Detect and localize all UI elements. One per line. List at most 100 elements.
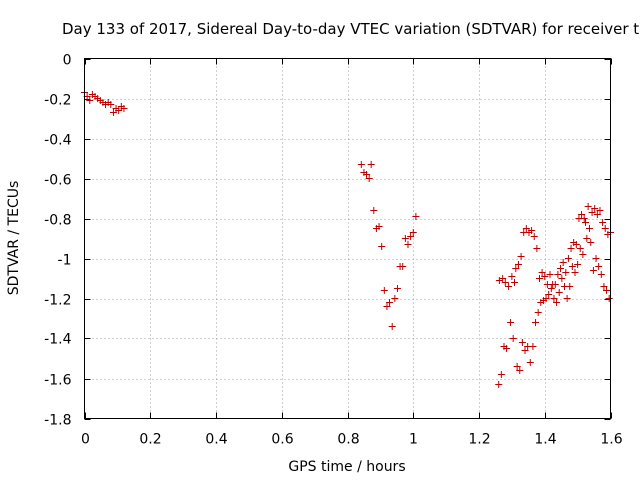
- data-point: [533, 245, 541, 252]
- data-point: [530, 233, 538, 240]
- data-point: [599, 219, 607, 226]
- data-point: [522, 225, 530, 232]
- tick-labels: 0 0.2 0.4 0.6 0.8 1 1.2 1.4 1.6 0 -0.2 -0.4 -0.6 -0.8…: [44, 53, 623, 448]
- data-point: [550, 295, 558, 302]
- data-point: [535, 275, 543, 282]
- data-point: [499, 275, 507, 282]
- x-tick-label: 0: [81, 432, 90, 448]
- data-point: [529, 343, 537, 350]
- data-point: [574, 261, 582, 268]
- y-tick-label: -0.2: [44, 93, 71, 109]
- x-tick-label: 0.4: [205, 432, 227, 448]
- data-point: [407, 233, 415, 240]
- data-point: [357, 161, 365, 168]
- x-tick-label: 0.8: [337, 432, 359, 448]
- x-tick-label: 1.6: [600, 432, 622, 448]
- data-point: [378, 243, 386, 250]
- data-point: [115, 107, 123, 114]
- data-point: [370, 207, 378, 214]
- data-point: [495, 381, 503, 388]
- data-point: [508, 273, 516, 280]
- data-point: [512, 265, 520, 272]
- data-point: [497, 371, 505, 378]
- data-point: [572, 241, 580, 248]
- data-point: [566, 283, 574, 290]
- x-tick-label: 0.6: [271, 432, 293, 448]
- axis-ticks: [84, 58, 612, 420]
- data-point: [551, 281, 559, 288]
- plot-frame: [84, 58, 611, 419]
- data-point: [597, 271, 605, 278]
- data-point: [388, 323, 396, 330]
- data-point: [558, 275, 566, 282]
- data-point: [509, 335, 517, 342]
- data-point: [538, 269, 546, 276]
- data-point: [507, 319, 515, 326]
- data-point: [401, 235, 409, 242]
- data-point: [380, 287, 388, 294]
- data-point: [587, 239, 595, 246]
- x-tick-label: 1.2: [468, 432, 490, 448]
- data-point: [568, 263, 576, 270]
- y-tick-label: -1.6: [44, 373, 71, 389]
- y-axis-label: SDTVAR / TECUs: [6, 181, 22, 296]
- data-point: [393, 285, 401, 292]
- data-point: [107, 101, 115, 108]
- data-point: [516, 367, 524, 374]
- data-point: [588, 209, 596, 216]
- data-point: [547, 285, 555, 292]
- data-point: [582, 219, 590, 226]
- chart-title: Day 133 of 2017, Sidereal Day-to-day VTE…: [62, 20, 640, 38]
- data-point: [365, 175, 373, 182]
- data-point: [546, 271, 554, 278]
- data-point: [511, 279, 519, 286]
- data-point: [518, 339, 526, 346]
- data-point: [363, 171, 371, 178]
- data-point: [592, 255, 600, 262]
- data-point: [386, 299, 394, 306]
- data-point: [580, 215, 588, 222]
- data-point: [521, 347, 529, 354]
- data-point: [526, 359, 534, 366]
- y-tick-label: 0: [63, 53, 72, 69]
- data-point: [534, 309, 542, 316]
- data-point: [517, 253, 525, 260]
- data-point: [555, 289, 563, 296]
- data-point: [514, 261, 522, 268]
- data-point: [545, 291, 553, 298]
- data-point: [576, 245, 584, 252]
- grid: [84, 58, 611, 419]
- data-point: [554, 271, 562, 278]
- data-point: [120, 105, 128, 112]
- data-point: [557, 265, 565, 272]
- data-point: [409, 229, 417, 236]
- data-point: [564, 255, 572, 262]
- data-point: [593, 211, 601, 218]
- y-tick-label: -0.4: [44, 133, 71, 149]
- data-point: [578, 211, 586, 218]
- data-point: [571, 269, 579, 276]
- data-point: [86, 97, 94, 104]
- data-point: [532, 319, 540, 326]
- data-point: [591, 205, 599, 212]
- data-point: [541, 273, 549, 280]
- data-point: [542, 295, 550, 302]
- x-tick-label: 1: [409, 432, 418, 448]
- data-point: [579, 251, 587, 258]
- y-tick-label: -1.8: [44, 413, 71, 429]
- data-point: [585, 225, 593, 232]
- data-point: [559, 259, 567, 266]
- data-point: [589, 267, 597, 274]
- data-point: [562, 269, 570, 276]
- data-point: [605, 295, 613, 302]
- y-tick-label: -0.8: [44, 213, 71, 229]
- data-point: [503, 345, 511, 352]
- data-points: [81, 89, 614, 388]
- data-point: [501, 279, 509, 286]
- data-point: [391, 295, 399, 302]
- data-point: [601, 225, 609, 232]
- data-point: [404, 241, 412, 248]
- y-tick-label: -0.6: [44, 173, 71, 189]
- y-tick-label: -1.2: [44, 293, 71, 309]
- data-point: [109, 109, 117, 116]
